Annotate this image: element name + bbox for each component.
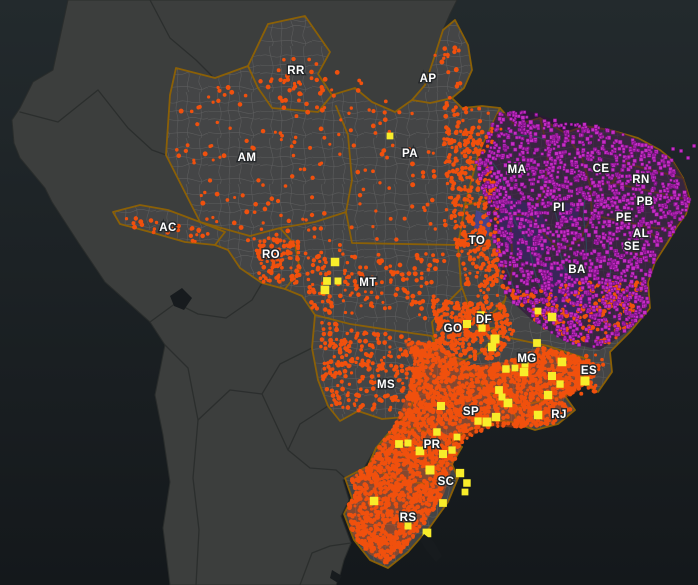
state-label-rs: RS [400, 512, 417, 524]
state-label-es: ES [581, 365, 597, 377]
state-label-rn: RN [632, 174, 649, 186]
state-label-rj: RJ [551, 409, 567, 421]
state-label-ms: MS [377, 379, 395, 391]
state-label-ba: BA [568, 264, 585, 276]
purple-points-layer [474, 110, 696, 349]
country-borders [19, 0, 352, 585]
state-label-rr: RR [287, 65, 305, 77]
south-lagoons [330, 534, 442, 583]
state-label-ma: MA [508, 164, 527, 176]
state-label-ac: AC [159, 222, 176, 234]
state-label-se: SE [624, 241, 640, 253]
state-label-pi: PI [553, 202, 565, 214]
state-label-mg: MG [517, 353, 536, 365]
state-label-sc: SC [438, 476, 455, 488]
state-label-ro: RO [262, 249, 280, 261]
orange-points-layer [124, 45, 645, 565]
state-label-to: TO [469, 235, 486, 247]
state-label-go: GO [444, 323, 463, 335]
data-point-layers [124, 45, 696, 565]
state-label-am: AM [238, 152, 257, 164]
state-label-pb: PB [637, 196, 654, 208]
state-label-sp: SP [463, 406, 479, 418]
state-label-ap: AP [420, 73, 437, 85]
state-label-mt: MT [359, 277, 376, 289]
state-label-al: AL [633, 228, 649, 240]
state-label-ce: CE [593, 163, 610, 175]
state-label-pa: PA [402, 148, 418, 160]
state-label-df: DF [476, 314, 492, 326]
state-label-pr: PR [424, 439, 441, 451]
state-label-pe: PE [616, 212, 632, 224]
lake-titicaca [170, 288, 192, 310]
